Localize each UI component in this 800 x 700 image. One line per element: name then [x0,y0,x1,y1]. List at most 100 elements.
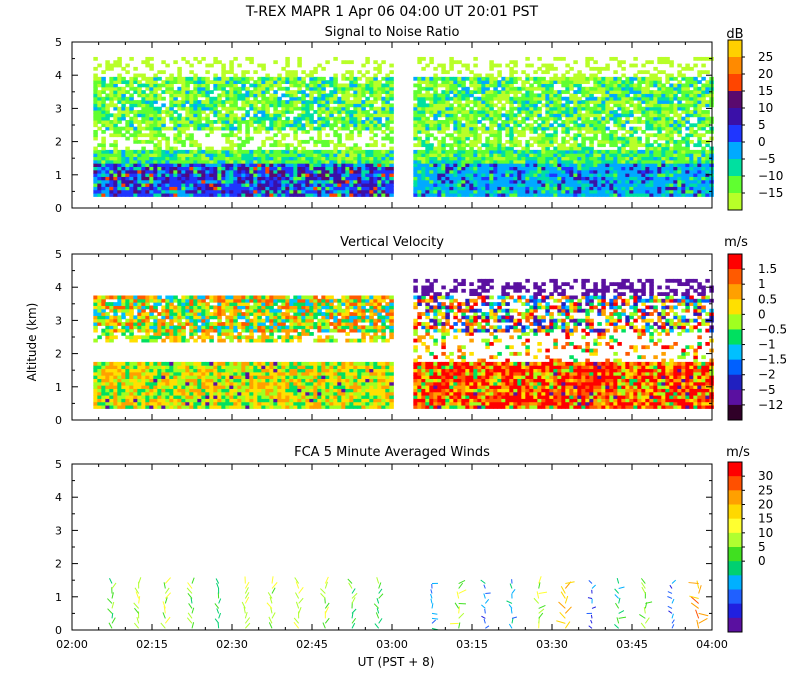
snr-cell [93,169,98,174]
snr-cell [465,156,470,161]
snr-cell [205,186,210,191]
snr-cell [421,139,426,144]
snr-cell [505,183,510,187]
snr-cell [413,153,418,158]
snr-cell [389,139,394,144]
colorbar-label: 5 [758,118,766,132]
snr-cell [361,163,366,167]
snr-cell [649,73,654,78]
snr-cell [233,73,238,78]
snr-cell [353,186,358,191]
snr-cell [193,86,198,91]
snr-cell [277,76,282,81]
snr-cell [129,159,134,164]
snr-cell [569,110,574,114]
snr-cell [625,80,630,84]
snr-cell [645,90,650,94]
snr-cell [549,133,554,138]
snr-cell [297,56,302,61]
snr-cell [201,80,206,84]
snr-cell [497,173,502,177]
snr-cell [633,159,638,164]
snr-cell [637,106,642,111]
snr-cell [317,163,322,167]
snr-cell [101,76,106,81]
snr-cell [301,110,306,114]
snr-cell [345,106,350,111]
snr-cell [137,163,142,167]
snr-cell [477,179,482,184]
snr-cell [517,179,522,184]
snr-cell [493,169,498,174]
snr-cell [633,169,638,174]
snr-cell [297,149,302,154]
snr-cell [469,100,474,104]
snr-cell [365,163,370,167]
snr-cell [357,146,362,151]
snr-cell [225,133,230,138]
snr-cell [205,173,210,177]
snr-cell [613,156,618,161]
snr-cell [209,193,214,197]
snr-cell [317,100,322,104]
snr-cell [549,110,554,114]
snr-cell [389,116,394,121]
snr-cell [685,133,690,138]
snr-cell [505,80,510,84]
snr-cell [141,110,146,114]
snr-cell [501,113,506,118]
snr-cell [421,86,426,91]
snr-cell [585,110,590,114]
snr-cell [593,83,598,88]
snr-cell [629,189,634,194]
snr-cell [633,73,638,78]
snr-cell [429,120,434,124]
snr-cell [101,70,106,75]
snr-cell [241,96,246,101]
snr-cell [573,166,578,171]
snr-cell [97,90,102,94]
snr-cell [437,193,442,197]
snr-cell [605,100,610,104]
snr-cell [469,80,474,84]
snr-cell [213,110,218,114]
snr-cell [497,100,502,104]
snr-cell [649,186,654,191]
snr-cell [505,176,510,181]
snr-cell [601,90,606,94]
snr-cell [689,179,694,184]
snr-cell [285,179,290,184]
snr-cell [577,110,582,114]
snr-cell [549,193,554,197]
snr-cell [149,186,154,191]
snr-cell [485,110,490,114]
snr-cell [297,126,302,131]
snr-cell [221,163,226,167]
snr-cell [569,96,574,101]
snr-cell [513,123,518,128]
snr-cell [125,153,130,158]
snr-cell [417,179,422,184]
snr-cell [453,169,458,174]
snr-cell [521,176,526,181]
snr-cell [489,113,494,118]
snr-cell [553,96,558,101]
snr-cell [421,76,426,81]
snr-cell [677,90,682,94]
snr-cell [229,103,234,108]
snr-cell [305,83,310,88]
snr-cell [205,193,210,197]
snr-cell [525,123,530,128]
snr-cell [621,103,626,108]
snr-cell [621,133,626,138]
snr-cell [141,146,146,151]
snr-cell [137,176,142,181]
snr-cell [497,139,502,144]
snr-cell [361,176,366,181]
snr-cell [581,139,586,144]
snr-cell [525,149,530,154]
snr-cell [417,106,422,111]
colorbar-swatch [728,40,742,58]
snr-cell [233,163,238,167]
snr-cell [613,136,618,141]
